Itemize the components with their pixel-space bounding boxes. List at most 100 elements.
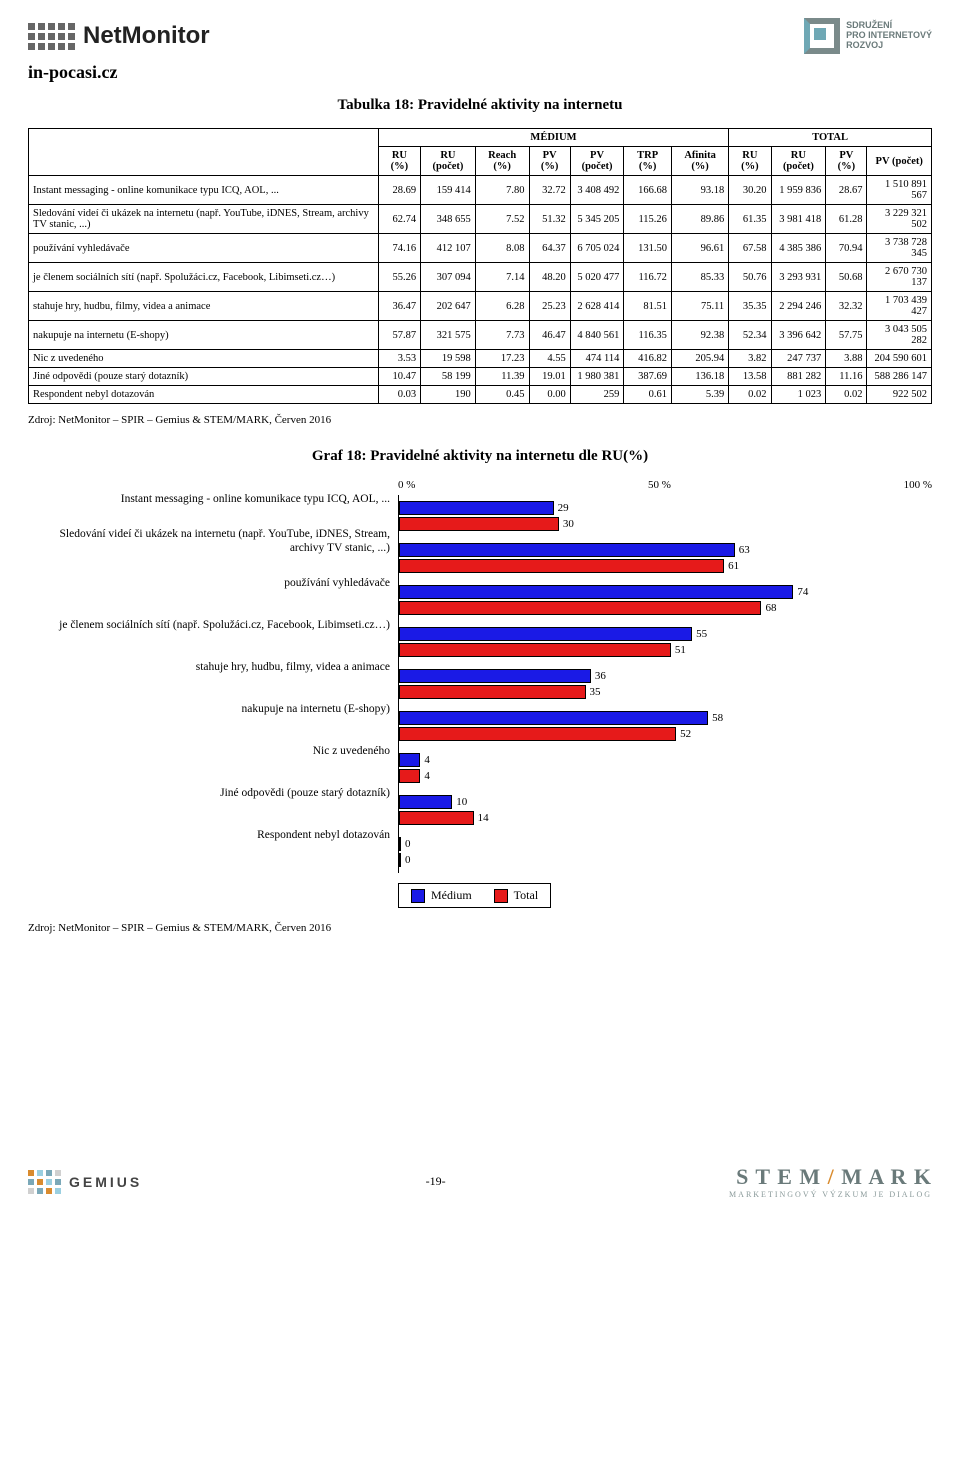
col-header: Reach (%) (475, 147, 529, 176)
cell-value: 202 647 (421, 292, 476, 321)
chart-category-label: Jiné odpovědi (pouze starý dotazník) (28, 773, 390, 815)
page-number: -19- (426, 1174, 446, 1189)
cell-value: 57.75 (826, 321, 867, 350)
table-row: Jiné odpovědi (pouze starý dotazník)10.4… (29, 368, 932, 386)
cell-value: 1 959 836 (771, 176, 826, 205)
bar-total (399, 643, 671, 657)
chart-category-label: Instant messaging - online komunikace ty… (28, 479, 390, 521)
gemius-logo: GEMIUS (28, 1170, 142, 1194)
bar-total (399, 559, 724, 573)
cell-value: 0.45 (475, 386, 529, 404)
row-label: Jiné odpovědi (pouze starý dotazník) (29, 368, 379, 386)
bar-group: 5551 (399, 621, 932, 663)
bar-value-label: 4 (424, 754, 430, 766)
legend-swatch-medium (411, 889, 425, 903)
cell-value: 3 293 931 (771, 263, 826, 292)
bar-total (399, 769, 420, 783)
source-note: Zdroj: NetMonitor – SPIR – Gemius & STEM… (28, 414, 932, 426)
cell-value: 247 737 (771, 350, 826, 368)
cell-value: 307 094 (421, 263, 476, 292)
bar-total (399, 811, 474, 825)
bar-total (399, 601, 761, 615)
bar-value-label: 68 (765, 602, 776, 614)
col-header: RU (počet) (421, 147, 476, 176)
stemmark-logo: S T E M / M A R K MARKETINGOVÝ VÝZKUM JE… (729, 1164, 932, 1199)
gemius-text: GEMIUS (69, 1174, 142, 1190)
col-header: TRP (%) (624, 147, 672, 176)
table-row: stahuje hry, hudbu, filmy, videa a anima… (29, 292, 932, 321)
cell-value: 7.52 (475, 205, 529, 234)
cell-value: 81.51 (624, 292, 672, 321)
row-label: Instant messaging - online komunikace ty… (29, 176, 379, 205)
cell-value: 3 738 728 345 (867, 234, 932, 263)
bar-value-label: 29 (558, 502, 569, 514)
bar-medium (399, 753, 420, 767)
chart-category-label: Respondent nebyl dotazován (28, 815, 390, 857)
bar-medium (399, 501, 554, 515)
cell-value: 3 981 418 (771, 205, 826, 234)
cell-value: 0.02 (826, 386, 867, 404)
bar-value-label: 30 (563, 518, 574, 530)
spir-logo: SDRUŽENÍ PRO INTERNETOVÝ ROZVOJ (804, 18, 932, 54)
bar-value-label: 0 (405, 838, 411, 850)
col-header: RU (počet) (771, 147, 826, 176)
cell-value: 19.01 (529, 368, 570, 386)
cell-value: 17.23 (475, 350, 529, 368)
bar-group: 2930 (399, 495, 932, 537)
cell-value: 62.74 (378, 205, 420, 234)
cell-value: 166.68 (624, 176, 672, 205)
bar-medium (399, 669, 591, 683)
table-row: Sledování videí či ukázek na internetu (… (29, 205, 932, 234)
cell-value: 93.18 (671, 176, 728, 205)
cell-value: 52.34 (729, 321, 771, 350)
cell-value: 64.37 (529, 234, 570, 263)
cell-value: 58 199 (421, 368, 476, 386)
cell-value: 1 023 (771, 386, 826, 404)
cell-value: 3 408 492 (570, 176, 624, 205)
data-table: MÉDIUM TOTAL RU (%)RU (počet)Reach (%)PV… (28, 128, 932, 404)
chart-category-label: používání vyhledávače (28, 563, 390, 605)
cell-value: 46.47 (529, 321, 570, 350)
bar-group: 00 (399, 831, 932, 873)
col-header: PV (%) (529, 147, 570, 176)
bar-total (399, 727, 676, 741)
table-row: používání vyhledávače74.16412 1078.0864.… (29, 234, 932, 263)
cell-value: 50.76 (729, 263, 771, 292)
bar-value-label: 35 (590, 686, 601, 698)
legend-swatch-total (494, 889, 508, 903)
cell-value: 416.82 (624, 350, 672, 368)
cell-value: 96.61 (671, 234, 728, 263)
cell-value: 922 502 (867, 386, 932, 404)
bar-medium (399, 795, 452, 809)
bar-group: 5852 (399, 705, 932, 747)
row-label: je členem sociálních sítí (např. Spolužá… (29, 263, 379, 292)
table-title: Tabulka 18: Pravidelné aktivity na inter… (28, 97, 932, 114)
col-group-total: TOTAL (729, 129, 932, 147)
chart-category-label: stahuje hry, hudbu, filmy, videa a anima… (28, 647, 390, 689)
cell-value: 6 705 024 (570, 234, 624, 263)
cell-value: 7.73 (475, 321, 529, 350)
site-title: in-pocasi.cz (28, 62, 932, 83)
header: NetMonitor SDRUŽENÍ PRO INTERNETOVÝ ROZV… (28, 18, 932, 54)
cell-value: 51.32 (529, 205, 570, 234)
col-header: Afinita (%) (671, 147, 728, 176)
cell-value: 387.69 (624, 368, 672, 386)
col-header: PV (%) (826, 147, 867, 176)
cell-value: 36.47 (378, 292, 420, 321)
table-row: Nic z uvedeného3.5319 59817.234.55474 11… (29, 350, 932, 368)
cell-value: 588 286 147 (867, 368, 932, 386)
col-header: PV (počet) (867, 147, 932, 176)
table-row: nakupuje na internetu (E-shopy)57.87321 … (29, 321, 932, 350)
row-label: Nic z uvedeného (29, 350, 379, 368)
col-header: RU (%) (729, 147, 771, 176)
cell-value: 11.39 (475, 368, 529, 386)
cell-value: 32.72 (529, 176, 570, 205)
cell-value: 0.03 (378, 386, 420, 404)
cell-value: 205.94 (671, 350, 728, 368)
cell-value: 28.69 (378, 176, 420, 205)
cell-value: 32.32 (826, 292, 867, 321)
netmonitor-dots-icon (28, 23, 75, 50)
cell-value: 190 (421, 386, 476, 404)
cell-value: 75.11 (671, 292, 728, 321)
bar-total (399, 853, 401, 867)
